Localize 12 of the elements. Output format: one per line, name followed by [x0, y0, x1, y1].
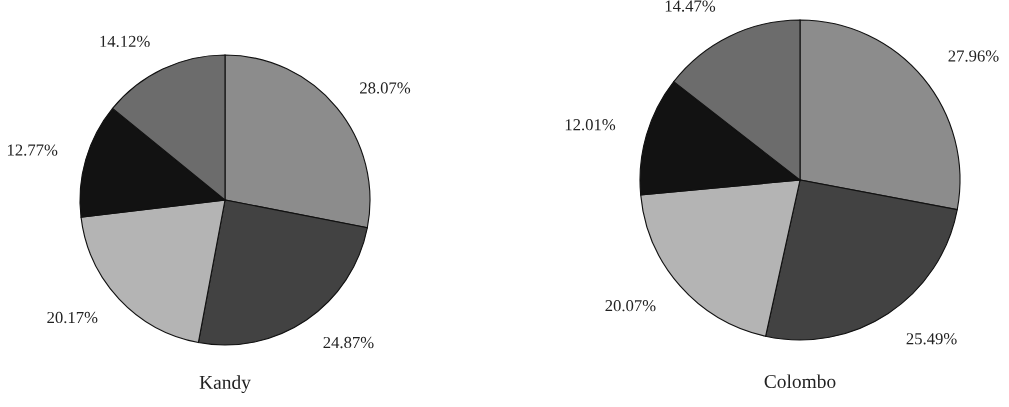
data-label: 20.17%	[47, 311, 98, 324]
data-label: 12.01%	[565, 119, 616, 131]
text: Kandy	[199, 375, 251, 393]
data-label: 27.96%	[948, 50, 999, 62]
data-label: 14.12%	[100, 35, 150, 48]
data-label: 25.49%	[906, 333, 957, 345]
text: Colombo	[764, 374, 836, 389]
data-label: 28.07%	[360, 82, 411, 94]
data-label: 14.47%	[665, 0, 716, 12]
data-label: 24.87%	[323, 336, 374, 349]
data-label: 12.77%	[7, 144, 58, 156]
data-label: 20.07%	[605, 300, 656, 312]
